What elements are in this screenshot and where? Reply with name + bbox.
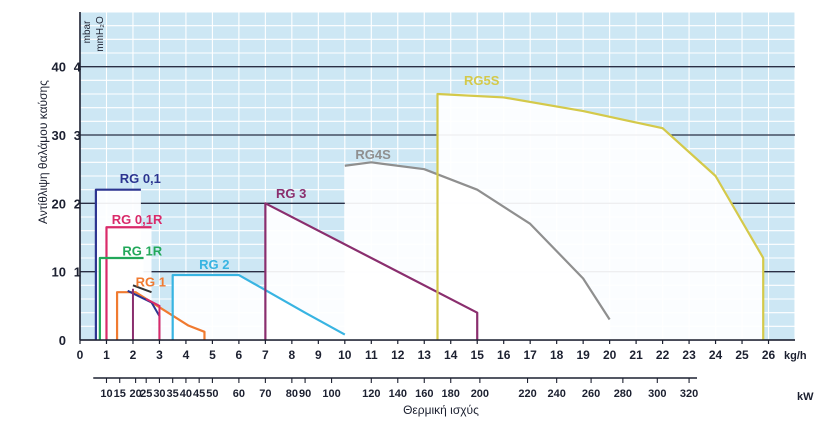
y-tick-mmh2o: 10 (52, 265, 66, 280)
x-tick-kgh: 25 (735, 348, 749, 362)
x-tick-kw: 200 (471, 388, 489, 400)
y-unit-mmh2o: mmH₂O (95, 16, 106, 52)
x-tick-kw: 40 (180, 388, 192, 400)
x-tick-kw: 50 (206, 388, 218, 400)
y-unit-mbar: mbar (82, 20, 93, 43)
y-tick-mmh2o: 0 (59, 333, 66, 348)
x-tick-kgh: 1 (103, 348, 110, 362)
y-tick-mmh2o: 30 (52, 128, 66, 143)
x-tick-kgh: 6 (236, 348, 243, 362)
series-line-rg-0-1r (105, 226, 152, 340)
x-tick-kgh: 5 (209, 348, 216, 362)
x-tick-kw: 300 (648, 388, 666, 400)
series-line-detail (145, 298, 161, 340)
x-tick-kw: 15 (114, 388, 126, 400)
x-tick-kw: 30 (153, 388, 165, 400)
x-tick-kw: 240 (547, 388, 565, 400)
x-tick-kgh: 15 (471, 348, 485, 362)
x-tick-kgh: 3 (156, 348, 163, 362)
x-tick-kw: 220 (518, 388, 536, 400)
series-label-rg-3: RG 3 (276, 186, 306, 201)
x-tick-kgh: 4 (183, 348, 190, 362)
y-tick-mbar: 4 (74, 60, 82, 75)
x-tick-kw: 100 (322, 388, 340, 400)
series-line-rg-2 (171, 273, 346, 340)
y-axis-title: Αντίθλιψη θαλάμου καύσης (36, 80, 50, 224)
series-line-rg-1 (115, 291, 206, 340)
x-tick-kgh: 18 (550, 348, 564, 362)
x-tick-kgh: 14 (444, 348, 458, 362)
x-tick-kgh: 12 (391, 348, 405, 362)
x-tick-kgh: 0 (77, 348, 84, 362)
x-tick-kw: 90 (299, 388, 311, 400)
series-labels: RG 0,1 RG 0,1R RG 1R RG 1 RG 2 RG 3 RG4S RG5S (112, 73, 500, 290)
y-tick-mbar: 2 (74, 196, 81, 211)
x-tick-kw: 120 (362, 388, 380, 400)
x-tick-kw: 260 (582, 388, 600, 400)
series-label-rg-1: RG 1 (136, 275, 166, 290)
x-tick-kw: 20 (129, 388, 141, 400)
series-label-rg-0-1r: RG 0,1R (112, 212, 163, 227)
x-tick-kgh: 22 (656, 348, 670, 362)
y-tick-mbar: 3 (74, 128, 81, 143)
y-tick-mmh2o: 40 (52, 60, 66, 75)
series-line-detail (132, 284, 152, 294)
x-tick-kgh: 10 (338, 348, 352, 362)
series-label-rg5s: RG5S (464, 73, 500, 88)
x-tick-kw: 10 (100, 388, 112, 400)
x-tick-kgh: 17 (524, 348, 538, 362)
series-label-rg4s: RG4S (355, 147, 391, 162)
x-tick-kgh: 9 (315, 348, 322, 362)
series-label-rg-2: RG 2 (199, 257, 229, 272)
x-tick-kgh: 16 (497, 348, 511, 362)
series-label-rg-1r: RG 1R (122, 243, 162, 258)
x-tick-kgh: 11 (365, 348, 378, 362)
x-tick-kgh: 26 (762, 348, 776, 362)
x-tick-kw: 280 (614, 388, 632, 400)
series-label-rg-0-1: RG 0,1 (120, 171, 161, 186)
y-tick-mmh2o: 20 (52, 196, 66, 211)
operating-regions (95, 94, 764, 340)
series-curves (94, 92, 765, 340)
x-tick-kw: 80 (286, 388, 298, 400)
x-tick-kw: 160 (415, 388, 433, 400)
x-tick-kw: 140 (389, 388, 407, 400)
x-tick-kgh: 8 (289, 348, 296, 362)
x-tick-kgh: 19 (576, 348, 590, 362)
series-line-rg5s (436, 92, 765, 340)
x-unit-kw: kW (797, 391, 814, 403)
x-tick-kw: 45 (193, 388, 205, 400)
x-tick-kgh: 23 (682, 348, 696, 362)
x-tick-kgh: 21 (629, 348, 643, 362)
series-line-rg-0-1 (94, 188, 141, 340)
x-tick-kgh: 13 (418, 348, 432, 362)
x-tick-kw: 35 (167, 388, 179, 400)
x-axis-title: Θερμική ισχύς (403, 403, 479, 417)
region-rg5s (437, 94, 764, 340)
x-tick-kw: 320 (680, 388, 698, 400)
x-tick-kw: 70 (259, 388, 271, 400)
series-line-rg-3 (264, 202, 479, 340)
x-tick-kgh: 2 (130, 348, 137, 362)
x-tick-kgh: 20 (603, 348, 617, 362)
x-tick-kgh: 7 (262, 348, 269, 362)
x-unit-kgh: kg/h (784, 350, 807, 362)
y-tick-mbar: 1 (74, 265, 81, 280)
x-tick-kgh: 24 (709, 348, 723, 362)
series-line-rg-1r (98, 256, 144, 340)
x-tick-kw: 180 (442, 388, 460, 400)
series-line-rg4s (344, 161, 611, 321)
x-tick-kw: 60 (233, 388, 245, 400)
x-tick-kw: 25 (140, 388, 152, 400)
